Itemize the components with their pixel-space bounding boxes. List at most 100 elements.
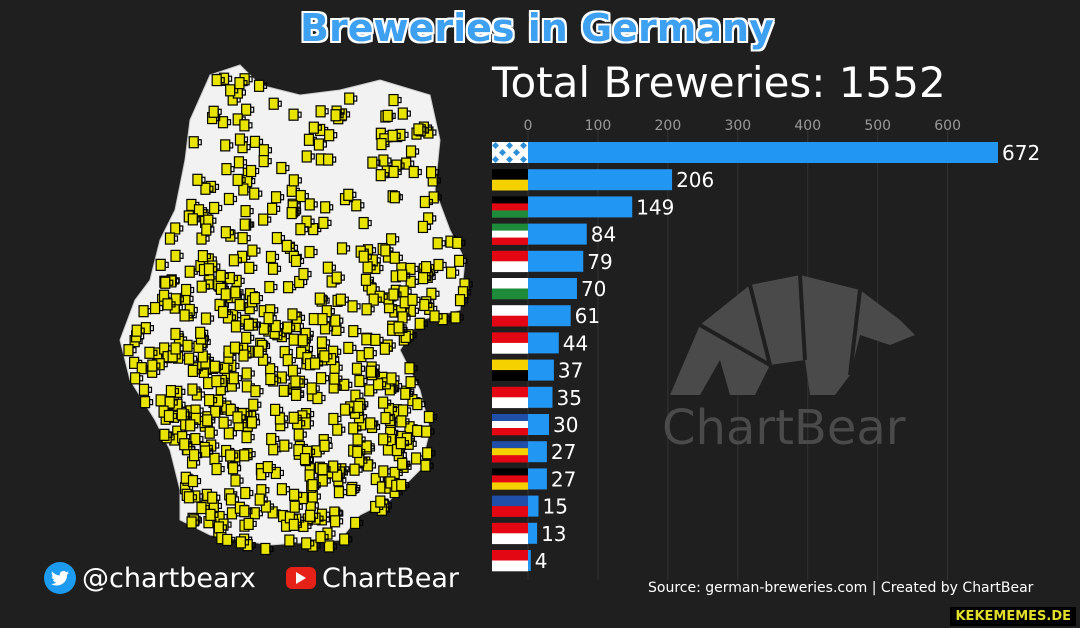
beer-mug-icon <box>290 375 304 388</box>
beer-mug-icon <box>223 192 238 206</box>
beer-mug-icon <box>422 447 436 460</box>
beer-mug-icon <box>164 232 179 245</box>
beer-mug-icon <box>312 391 326 405</box>
beer-mug-icon <box>209 201 223 215</box>
beer-mug-icon <box>265 372 279 386</box>
beer-mug-icon <box>308 121 322 134</box>
beer-mug-icon <box>365 365 380 378</box>
beer-mug-icon <box>290 388 305 402</box>
hesse-flag <box>492 250 528 273</box>
beer-mug-icon <box>387 129 401 142</box>
brandenburg-flag <box>492 332 528 354</box>
beer-mug-icon <box>208 105 222 118</box>
beer-mug-icon <box>375 495 389 508</box>
beer-mug-icon <box>222 533 236 547</box>
x-tick-label: 500 <box>864 118 891 134</box>
beer-mug-icon <box>170 342 184 355</box>
beer-mug-icon <box>281 239 295 252</box>
beer-mug-icon <box>368 293 382 306</box>
beer-mug-icon <box>315 530 329 544</box>
beer-mug-icon <box>400 387 414 400</box>
beer-mug-icon <box>258 155 272 168</box>
beer-mug-icon <box>176 408 190 421</box>
beer-mug-icon <box>200 312 215 325</box>
beer-mug-icon <box>388 288 402 301</box>
beer-mug-icon <box>190 432 204 446</box>
beer-mug-icon <box>249 291 264 305</box>
beer-mug-icon <box>454 254 468 267</box>
beer-mug-icon <box>323 540 338 553</box>
beer-mug-icon <box>282 354 296 367</box>
bar <box>528 169 673 191</box>
x-tick-label: 300 <box>724 118 751 134</box>
beer-mug-icon <box>375 169 389 182</box>
x-tick-label: 0 <box>524 118 533 134</box>
beer-mug-icon <box>221 163 235 176</box>
beer-mug-icon <box>278 384 292 397</box>
beer-mug-icon <box>266 432 280 446</box>
beer-mug-icon <box>389 251 403 264</box>
saarland-flag <box>492 495 528 517</box>
x-tick-label: 200 <box>655 118 682 134</box>
beer-mug-icon <box>203 394 218 407</box>
beer-mug-icon <box>407 293 421 306</box>
saxony-anhalt-flag <box>492 359 528 381</box>
beer-mug-icon <box>239 505 253 518</box>
beer-mug-icon <box>330 109 344 122</box>
beer-mug-icon <box>360 273 375 286</box>
bar <box>528 550 531 571</box>
beer-mug-icon <box>264 280 278 294</box>
beer-mug-icon <box>417 220 432 234</box>
beer-mug-icon <box>250 385 264 398</box>
beer-mug-icon <box>200 445 214 458</box>
value-label: 84 <box>591 223 616 247</box>
beer-mug-icon <box>358 250 372 263</box>
beer-mug-icon <box>379 342 393 355</box>
beer-mug-icon <box>397 269 411 282</box>
beer-mug-icon <box>246 416 261 429</box>
beer-mug-icon <box>241 103 255 116</box>
beer-mug-icon <box>452 236 466 249</box>
beer-mug-icon <box>405 376 419 389</box>
beer-mug-icon <box>378 396 392 409</box>
beer-mug-icon <box>258 213 272 226</box>
beer-mug-icon <box>220 139 234 152</box>
beer-mug-icon <box>234 133 249 146</box>
beer-mug-icon <box>253 345 267 358</box>
beer-mug-icon <box>183 352 198 365</box>
beer-mug-icon <box>188 449 203 462</box>
chart-title: Breweries in Germany <box>300 6 774 50</box>
value-label: 30 <box>553 413 578 437</box>
beer-mug-icon <box>227 462 242 475</box>
twitter-handle[interactable]: @chartbearx <box>44 560 256 596</box>
beer-mug-icon <box>155 258 169 271</box>
germany-map <box>119 64 473 556</box>
beer-mug-icon <box>202 414 216 427</box>
beer-mug-icon <box>336 242 351 255</box>
beer-mug-icon <box>131 324 145 337</box>
beer-mug-icon <box>248 398 262 411</box>
beer-mug-icon <box>367 156 381 169</box>
beer-mug-icon <box>200 182 214 195</box>
beer-mug-icon <box>247 244 261 257</box>
value-label: 27 <box>551 440 576 464</box>
beer-mug-icon <box>295 223 309 236</box>
saxony-flag <box>492 278 528 300</box>
beer-mug-icon <box>138 383 153 396</box>
beer-mug-icon <box>421 425 435 438</box>
beer-mug-icon <box>262 461 276 474</box>
youtube-channel[interactable]: ChartBear <box>286 560 459 596</box>
beer-mug-icon <box>382 109 396 122</box>
beer-mug-icon <box>396 478 410 492</box>
beer-mug-icon <box>232 411 246 424</box>
beer-mug-icon <box>432 237 446 250</box>
youtube-icon <box>286 567 316 589</box>
beer-mug-icon <box>179 438 193 451</box>
beer-mug-icon <box>230 320 245 333</box>
twitter-icon <box>44 562 76 594</box>
beer-mug-icon <box>181 283 195 297</box>
beer-mug-icon <box>268 97 282 110</box>
beer-mug-icon <box>328 412 342 426</box>
beer-mug-icon <box>297 334 311 347</box>
beer-mug-icon <box>183 491 198 504</box>
